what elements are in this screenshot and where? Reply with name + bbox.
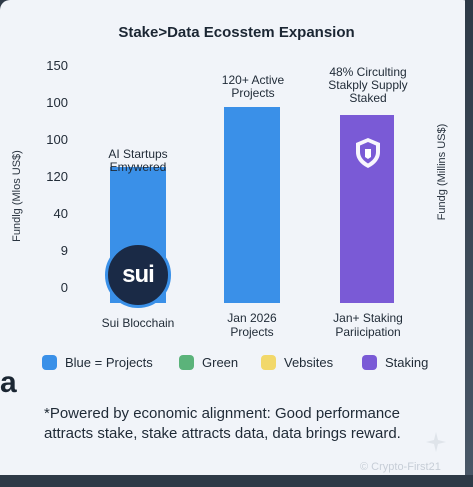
y-tick-label: 9 bbox=[60, 243, 68, 258]
legend-item-staking: Staking bbox=[362, 355, 428, 370]
data-label-ai-startups: AI Startups Emywered bbox=[108, 147, 168, 174]
y-tick-label: 100 bbox=[46, 132, 68, 147]
legend-item-projects: Blue = Projects bbox=[42, 355, 153, 370]
bar-jan-2026-projects bbox=[224, 107, 280, 303]
y-tick-label: 100 bbox=[46, 95, 68, 110]
watermark: © Crypto-First21 bbox=[360, 461, 441, 473]
y-axis-label-right: Fundg (Millins US$) bbox=[436, 123, 448, 221]
legend-item-green: Green bbox=[179, 355, 238, 370]
legend-swatch-blue bbox=[42, 355, 57, 370]
footnote: *Powered by economic alignment: Good per… bbox=[44, 405, 401, 442]
shield-icon bbox=[356, 138, 380, 168]
legend-swatch-yellow bbox=[261, 355, 276, 370]
sui-logo: sui bbox=[105, 242, 171, 308]
legend-swatch-green bbox=[179, 355, 194, 370]
legend-item-websites: Vebsites bbox=[261, 355, 333, 370]
legend-label-websites: Vebsites bbox=[284, 355, 334, 370]
legend-label-projects: Blue = Projects bbox=[65, 355, 153, 370]
y-tick-label: 120 bbox=[46, 169, 68, 184]
background-strip-right bbox=[465, 0, 473, 487]
legend-swatch-purple bbox=[362, 355, 377, 370]
legend: Blue = Projects Green Vebsites Staking bbox=[0, 352, 473, 374]
y-tick-label: 0 bbox=[60, 280, 68, 295]
partial-letter: a bbox=[0, 366, 17, 399]
background-strip-bottom bbox=[0, 475, 473, 487]
data-label-active-projects: 120+ Active Projects bbox=[221, 73, 285, 100]
sparkle-icon bbox=[426, 432, 446, 452]
data-label-circulating-supply: 48% Circulting Stakply Supply Staked bbox=[328, 65, 408, 105]
legend-label-green: Green bbox=[202, 355, 239, 370]
y-tick-label: 150 bbox=[46, 58, 68, 73]
y-tick-label: 40 bbox=[53, 206, 68, 221]
category-label-staking: Jan+ Staking Pariicipation bbox=[333, 311, 403, 339]
chart-title: Stake>Data Ecosstem Expansion bbox=[118, 24, 355, 41]
legend-label-staking: Staking bbox=[385, 355, 429, 370]
y-axis-label-left: Fundlg (Mlos US$) bbox=[11, 150, 23, 242]
sui-logo-text: sui bbox=[122, 261, 155, 288]
category-label-jan-2026: Jan 2026 Projects bbox=[227, 311, 277, 339]
category-label-sui: Sui Blocchain bbox=[101, 316, 175, 330]
